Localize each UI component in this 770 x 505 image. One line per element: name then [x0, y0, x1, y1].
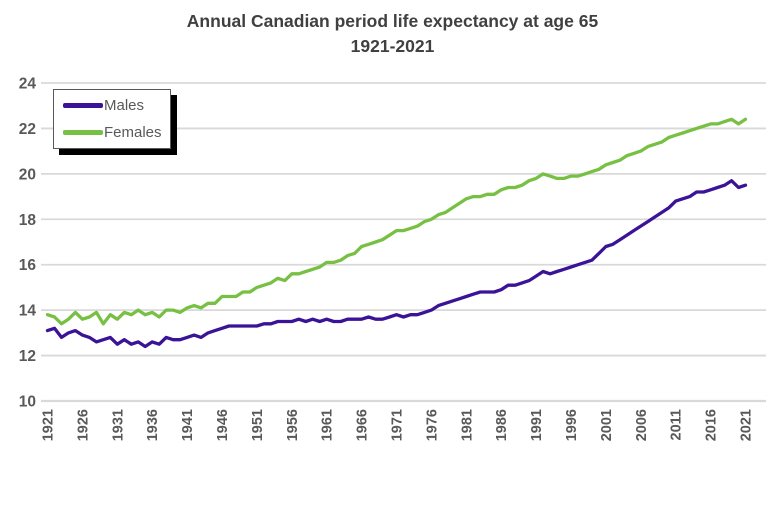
x-tick-label-1926: 1926: [75, 409, 91, 441]
legend-label-males: Males: [104, 96, 145, 114]
x-tick-label-1936: 1936: [145, 409, 161, 441]
x-tick-label-1931: 1931: [110, 409, 126, 441]
x-tick-label-1991: 1991: [529, 409, 545, 441]
y-tick-label-18: 18: [19, 212, 37, 229]
x-tick-label-1986: 1986: [494, 409, 510, 441]
x-tick-label-1961: 1961: [320, 409, 336, 441]
series-line-females: [45, 117, 748, 326]
legend-label-females: Females: [104, 124, 162, 142]
legend-item-females: Females: [63, 120, 170, 146]
series-line-males: [45, 179, 748, 349]
x-tick-label-1996: 1996: [564, 409, 580, 441]
x-tick-label-2016: 2016: [704, 409, 720, 441]
females-line-swatch-icon: [63, 130, 103, 136]
y-tick-label-14: 14: [19, 303, 37, 320]
chart-title: Annual Canadian period life expectancy a…: [186, 11, 599, 31]
chart-subtitle: 1921-2021: [350, 36, 435, 56]
y-tick-label-16: 16: [19, 257, 37, 274]
x-tick-label-2011: 2011: [669, 409, 685, 440]
x-tick-label-2021: 2021: [739, 409, 755, 441]
males-line-swatch-icon: [63, 102, 103, 108]
x-tick-label-1956: 1956: [285, 409, 301, 441]
y-tick-label-22: 22: [19, 121, 36, 138]
y-tick-label-20: 20: [19, 166, 36, 183]
y-tick-label-24: 24: [19, 76, 37, 93]
legend-item-males: Males: [63, 92, 170, 118]
x-tick-label-1921: 1921: [41, 409, 57, 441]
x-tick-label-1951: 1951: [250, 409, 266, 441]
x-tick-label-1971: 1971: [390, 409, 406, 441]
legend: Males Females: [53, 89, 171, 149]
x-tick-label-2001: 2001: [599, 409, 615, 441]
y-tick-label-10: 10: [19, 394, 36, 411]
x-tick-label-1966: 1966: [355, 409, 371, 441]
x-tick-label-2006: 2006: [634, 409, 650, 441]
x-tick-label-1946: 1946: [215, 409, 231, 441]
chart-title-block: Annual Canadian period life expectancy a…: [35, 9, 750, 59]
x-tick-label-1976: 1976: [424, 409, 440, 441]
x-tick-label-1981: 1981: [459, 409, 475, 441]
y-tick-label-12: 12: [19, 348, 36, 365]
x-tick-label-1941: 1941: [180, 409, 196, 441]
